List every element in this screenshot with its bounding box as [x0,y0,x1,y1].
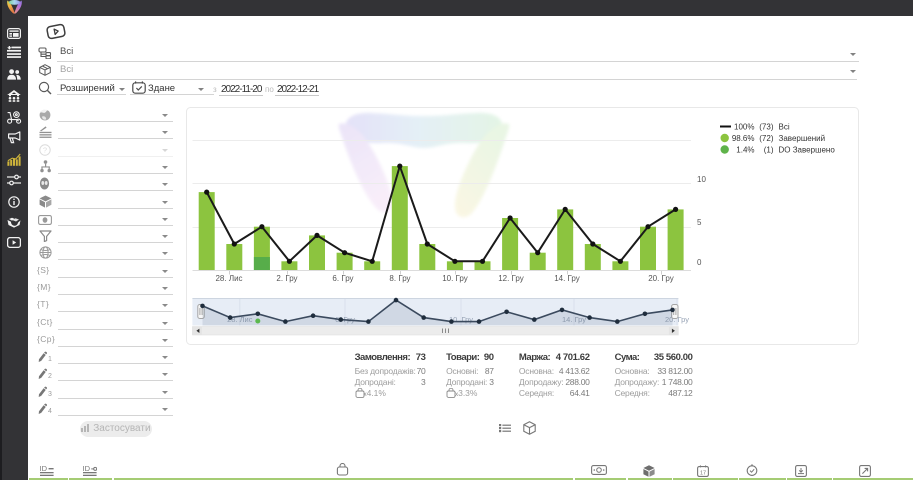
svg-text:ID: ID [83,465,91,473]
svg-text:5: 5 [697,218,702,227]
svg-text:2. Гру: 2. Гру [276,274,297,283]
svg-text:ID: ID [40,465,48,473]
svg-text:20. Гру: 20. Гру [665,315,689,324]
svg-text:28. Лис: 28. Лис [227,315,253,324]
svg-text:1.4%: 1.4% [736,146,754,155]
svg-text:6. Гру: 6. Гру [332,274,353,283]
svg-text:100%: 100% [734,123,754,132]
svg-text:20. Гру: 20. Гру [648,274,674,283]
svg-text:10: 10 [697,175,706,184]
svg-text:98.6%: 98.6% [732,134,755,143]
svg-text:0: 0 [697,258,702,267]
svg-text:(1): (1) [764,146,774,155]
svg-text:10. Гру: 10. Гру [442,274,468,283]
svg-text:17: 17 [700,470,706,476]
svg-text:Всі: Всі [779,123,790,132]
svg-text:Завершений: Завершений [779,134,826,143]
svg-text:?: ? [43,145,47,154]
svg-text:14. Гру: 14. Гру [554,274,580,283]
svg-text:(73): (73) [759,123,774,132]
svg-text:DO Завершено: DO Завершено [779,146,836,155]
svg-text:8. Гру: 8. Гру [389,274,410,283]
svg-text:(72): (72) [759,134,774,143]
svg-text:12. Гру: 12. Гру [498,274,524,283]
svg-text:28. Лис: 28. Лис [215,274,242,283]
svg-text:10. Гру: 10. Гру [449,315,473,324]
svg-text:14. Гру: 14. Гру [562,315,586,324]
